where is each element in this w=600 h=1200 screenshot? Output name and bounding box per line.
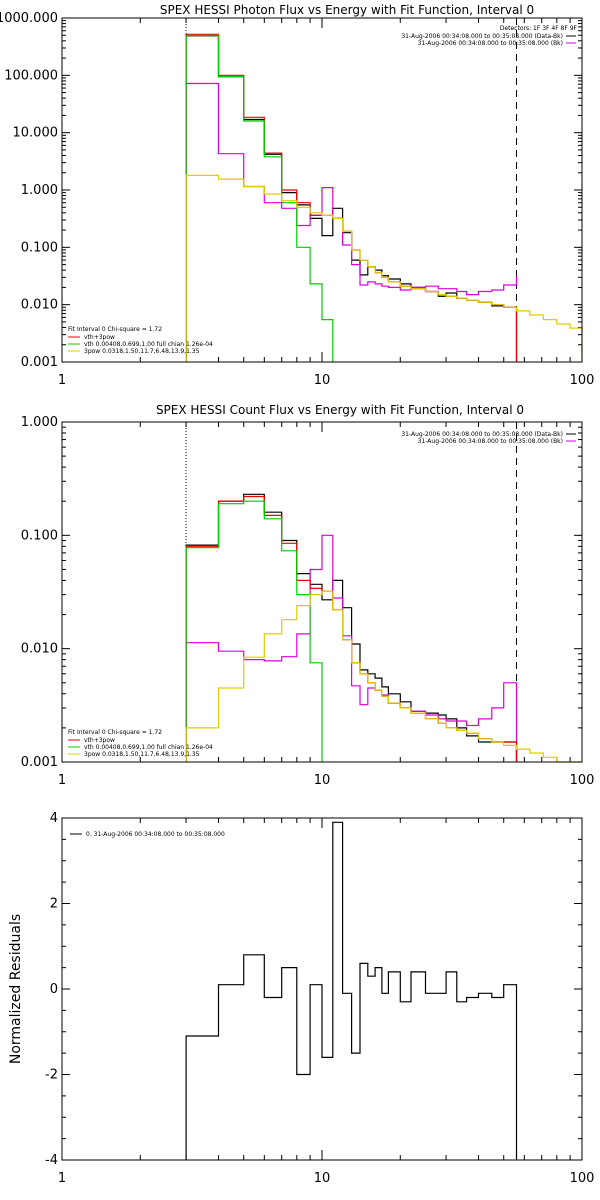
residuals-legend-interval: 0. 31-Aug-2006 00:34:08.000 to 00:35:08.… bbox=[86, 831, 225, 838]
count-flux-legend-bottom-left: Fit Interval 0 Chi-square = 1.72 vth+3po… bbox=[68, 729, 213, 758]
series-vth bbox=[185, 500, 323, 762]
photon-flux-legend-detectors: Detectors: 1F 3F 4F 8F 9F bbox=[500, 25, 578, 32]
photon-flux-legend-bottom-left: Fit Interval 0 Chi-square = 1.72 vth+3po… bbox=[68, 326, 213, 355]
photon-flux-legend-bk: 31-Aug-2006 00:34:08.000 to 00:35:08.000… bbox=[418, 40, 563, 47]
residuals-series bbox=[185, 821, 518, 1160]
residuals-x-ticks: 1 10 100 bbox=[58, 818, 595, 1186]
x-tick-label: 10 bbox=[314, 773, 331, 788]
y-tick-label: 1.000 bbox=[21, 415, 58, 430]
residuals-y-axis-label: Normalized Residuals bbox=[8, 914, 24, 1064]
y-tick-label: 10.000 bbox=[13, 126, 59, 141]
y-tick-label: 100.000 bbox=[4, 68, 58, 83]
residuals-y-ticks: -4 -2 0 2 4 bbox=[45, 811, 582, 1168]
y-tick-label: -4 bbox=[45, 1153, 58, 1168]
series-bk bbox=[185, 82, 518, 362]
y-tick-label: 2 bbox=[50, 897, 58, 912]
series-vth bbox=[185, 34, 334, 362]
count-flux-legend-fit: Fit Interval 0 Chi-square = 1.72 bbox=[68, 729, 162, 736]
y-tick-label: 0.100 bbox=[21, 240, 58, 255]
y-tick-label: 0.001 bbox=[21, 355, 58, 370]
residuals-plot-frame bbox=[61, 817, 583, 1161]
count-flux-y-ticks: 0.001 0.010 0.100 1.000 bbox=[21, 415, 582, 770]
residuals-panel: -4 -2 0 2 4 1 10 100 Normalized Residuals 0. 3… bbox=[8, 811, 594, 1186]
x-tick-label: 10 bbox=[314, 1171, 331, 1186]
photon-flux-range-lines bbox=[185, 18, 518, 362]
y-tick-label: 4 bbox=[50, 811, 58, 826]
y-tick-label: 0.010 bbox=[21, 298, 58, 313]
count-flux-legend-top-right: 31-Aug-2006 00:34:08.000 to 00:35:08.000… bbox=[401, 431, 576, 445]
y-tick-label: 0.001 bbox=[21, 755, 58, 770]
photon-flux-title: SPEX HESSI Photon Flux vs Energy with Fi… bbox=[160, 3, 534, 17]
series-vth-3pow bbox=[185, 33, 518, 362]
x-tick-label: 100 bbox=[570, 1171, 595, 1186]
series-3pow bbox=[185, 590, 582, 763]
count-flux-legend-total: vth+3pow bbox=[84, 737, 115, 744]
photon-flux-panel: SPEX HESSI Photon Flux vs Energy with Fi… bbox=[0, 3, 594, 388]
count-flux-range-lines bbox=[185, 422, 518, 762]
count-flux-legend-bk: 31-Aug-2006 00:34:08.000 to 00:35:08.000… bbox=[418, 438, 563, 445]
count-flux-legend-3pow: 3pow 0.0318,1.50,11.7,6.48,13.9,1.35 bbox=[84, 751, 200, 758]
photon-flux-series bbox=[185, 33, 583, 362]
photon-flux-legend-total: vth+3pow bbox=[84, 334, 115, 341]
series-data-bk bbox=[185, 35, 518, 362]
photon-flux-plot-frame bbox=[61, 17, 583, 363]
photon-flux-legend-3pow: 3pow 0.0318,1.50,11.7,6.48,13.9,1.35 bbox=[84, 348, 200, 355]
residuals-legend: 0. 31-Aug-2006 00:34:08.000 to 00:35:08.… bbox=[70, 831, 225, 838]
x-tick-label: 10 bbox=[314, 373, 331, 388]
x-tick-label: 100 bbox=[570, 773, 595, 788]
series-3pow bbox=[185, 174, 583, 362]
count-flux-legend-data-bk: 31-Aug-2006 00:34:08.000 to 00:35:08.000… bbox=[401, 431, 563, 438]
photon-flux-legend-top-right: Detectors: 1F 3F 4F 8F 9F 31-Aug-2006 00… bbox=[401, 25, 577, 47]
series-residuals bbox=[185, 821, 518, 1160]
y-tick-label: 1.000 bbox=[21, 183, 58, 198]
x-tick-label: 1 bbox=[58, 373, 66, 388]
x-tick-label: 100 bbox=[570, 373, 595, 388]
count-flux-plot-frame bbox=[61, 421, 583, 763]
y-tick-label: 0.010 bbox=[21, 642, 58, 657]
count-flux-legend-vth: vth 0.00408,0.699,1.00 full chian 1.26e-… bbox=[84, 744, 213, 751]
count-flux-series bbox=[185, 493, 582, 763]
count-flux-panel: SPEX HESSI Count Flux vs Energy with Fit… bbox=[21, 403, 595, 788]
photon-flux-legend-fit: Fit Interval 0 Chi-square = 1.72 bbox=[68, 326, 162, 333]
y-tick-label: 0.100 bbox=[21, 528, 58, 543]
y-tick-label: 0 bbox=[50, 982, 58, 997]
x-tick-label: 1 bbox=[58, 1171, 66, 1186]
x-tick-label: 1 bbox=[58, 773, 66, 788]
count-flux-title: SPEX HESSI Count Flux vs Energy with Fit… bbox=[156, 403, 524, 417]
y-tick-label: -2 bbox=[45, 1068, 58, 1083]
photon-flux-legend-vth: vth 0.00408,0.699,1.00 full chian 1.26e-… bbox=[84, 341, 213, 348]
photon-flux-legend-data-bk: 31-Aug-2006 00:34:08.000 to 00:35:08.000… bbox=[401, 33, 563, 40]
y-tick-label: 1000.000 bbox=[0, 11, 58, 26]
